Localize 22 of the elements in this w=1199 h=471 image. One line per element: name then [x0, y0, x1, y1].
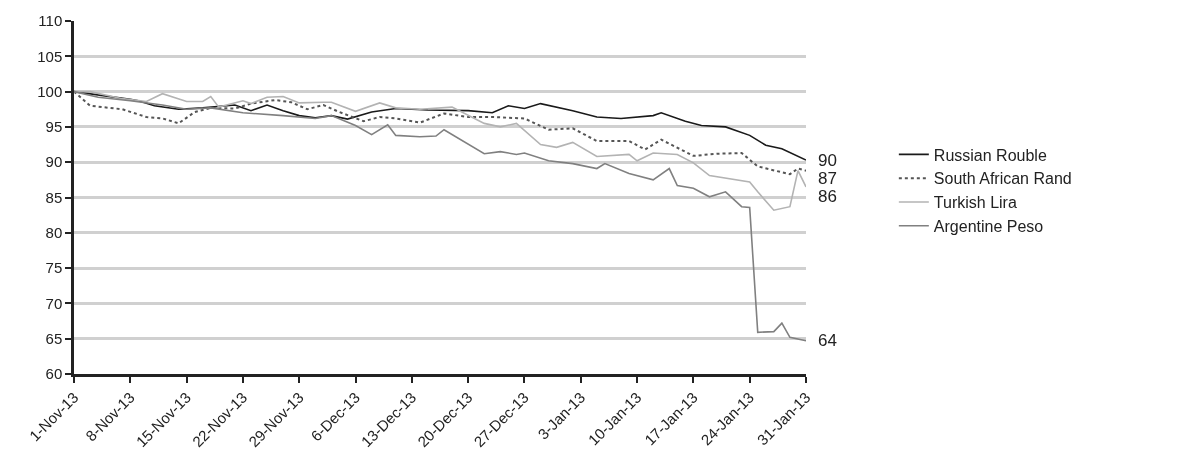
y-tick-label: 85	[45, 188, 63, 206]
y-tick-label: 80	[45, 224, 63, 242]
y-tick-label: 95	[45, 118, 63, 136]
legend-label: Argentine Peso	[933, 218, 1044, 236]
line-series	[74, 90, 806, 212]
y-tick-label: 90	[45, 153, 63, 171]
line-series	[74, 90, 806, 176]
y-tick-label: 60	[45, 365, 63, 383]
legend-label: Turkish Lira	[933, 194, 1017, 212]
y-tick-label: 105	[37, 47, 63, 65]
y-tick-label: 110	[38, 12, 63, 30]
line-series	[74, 90, 806, 342]
y-tick-label: 100	[37, 82, 63, 100]
y-tick-label: 70	[45, 294, 63, 312]
y-tick-label: 65	[45, 329, 63, 347]
y-tick-label: 75	[45, 259, 63, 277]
legend-label: South African Rand	[933, 170, 1072, 188]
text: 90	[818, 151, 837, 170]
text: 86	[818, 187, 837, 206]
text: 87	[818, 169, 837, 188]
legend-label: Russian Rouble	[933, 146, 1047, 164]
text: 64	[818, 331, 837, 350]
